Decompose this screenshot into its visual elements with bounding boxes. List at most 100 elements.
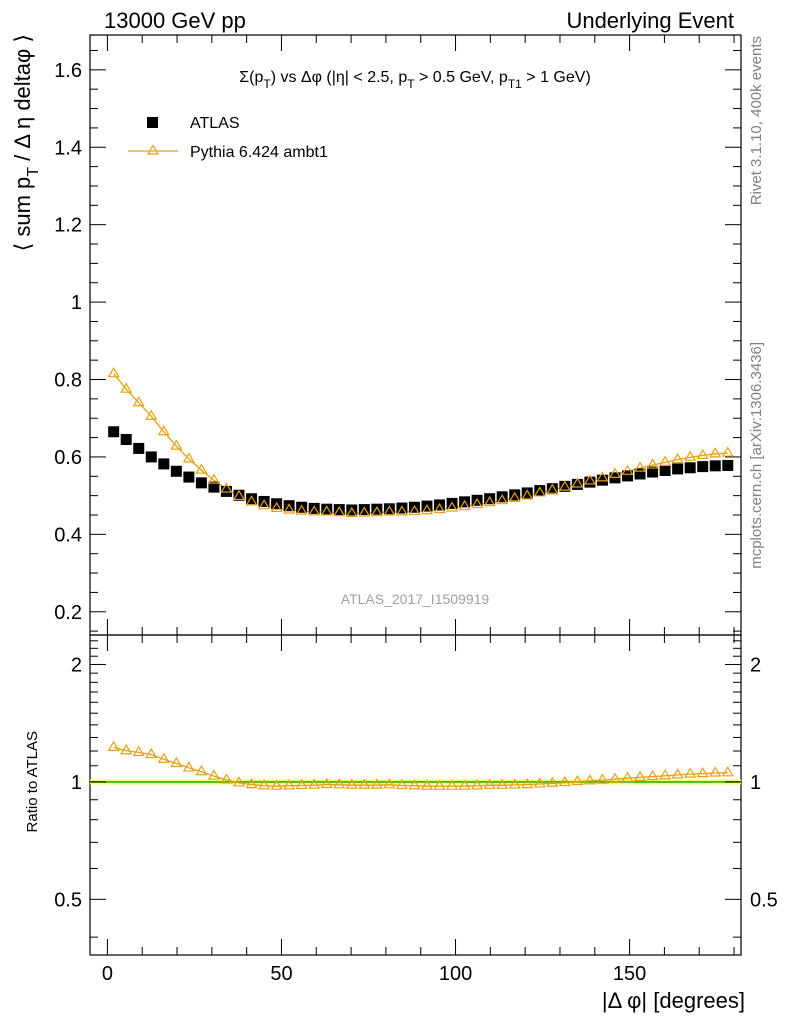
mc-point xyxy=(270,501,283,513)
mc-point xyxy=(696,448,709,459)
ratio-point xyxy=(333,778,346,789)
ratio-tick-label-right: 0.5 xyxy=(750,889,778,911)
ratio-point xyxy=(395,778,408,790)
atlas-point xyxy=(208,481,220,493)
mc-series-line xyxy=(113,373,728,515)
mc-point xyxy=(308,505,321,516)
mc-point xyxy=(132,396,145,407)
ratio-point xyxy=(408,779,421,790)
ratio-point xyxy=(270,779,283,790)
atlas-point xyxy=(546,483,558,495)
ratio-point xyxy=(345,778,358,789)
atlas-point xyxy=(521,487,533,499)
ratio-point xyxy=(195,765,208,776)
atlas-point xyxy=(722,459,734,471)
mc-point xyxy=(521,489,534,500)
mc-point xyxy=(571,477,584,488)
ratio-point xyxy=(258,779,271,790)
mc-point xyxy=(458,499,471,511)
mc-point xyxy=(370,505,383,517)
mc-point xyxy=(258,499,271,510)
atlas-point xyxy=(684,462,696,474)
atlas-point xyxy=(647,466,659,478)
y-tick-label: 1.6 xyxy=(54,60,82,82)
atlas-point xyxy=(158,458,170,470)
x-tick-label: 150 xyxy=(613,963,646,985)
ratio-point xyxy=(571,774,584,786)
mc-point xyxy=(345,506,358,518)
mc-point xyxy=(245,495,258,506)
legend-mc-marker xyxy=(146,144,160,155)
ratio-point xyxy=(446,779,459,790)
legend-atlas-label: ATLAS xyxy=(190,115,240,132)
atlas-point xyxy=(333,504,345,516)
mc-point xyxy=(684,450,697,461)
ratio-point xyxy=(546,776,559,787)
ratio-point xyxy=(120,744,133,755)
mc-point xyxy=(583,474,596,485)
atlas-point xyxy=(659,464,671,476)
mc-point xyxy=(621,464,634,475)
mc-point xyxy=(646,458,659,469)
collision-label: 13000 GeV pp xyxy=(104,8,246,33)
atlas-point xyxy=(133,442,145,454)
mc-point xyxy=(157,425,170,436)
mc-point xyxy=(446,501,459,512)
ratio-point xyxy=(370,778,383,789)
atlas-point xyxy=(471,494,483,506)
ratio-tick-label-left: 0.5 xyxy=(54,889,82,911)
ylabel-sub: T xyxy=(25,167,42,177)
atlas-point xyxy=(534,485,546,497)
mc-point xyxy=(120,382,133,393)
ratio-point xyxy=(358,778,371,789)
ratio-point xyxy=(132,745,145,757)
ratio-point xyxy=(220,773,233,784)
mc-point xyxy=(558,480,571,491)
atlas-point xyxy=(496,491,508,503)
ylabel-part: ⟨ sum p xyxy=(10,177,35,252)
atlas-point xyxy=(246,493,258,505)
ratio-point xyxy=(496,778,509,789)
y-tick-label: 0.4 xyxy=(54,524,82,546)
atlas-point xyxy=(509,489,521,501)
ratio-point xyxy=(182,761,195,772)
ratio-point xyxy=(709,766,722,777)
atlas-point xyxy=(672,463,684,475)
atlas-point xyxy=(233,489,245,501)
mc-point xyxy=(433,502,446,514)
atlas-point xyxy=(170,465,182,477)
y-tick-label: 0.6 xyxy=(54,447,82,469)
ratio-tick-label-right: 2 xyxy=(750,654,761,676)
ratio-point xyxy=(433,779,446,790)
title-part: > 1 GeV) xyxy=(522,69,591,86)
y-tick-label: 0.8 xyxy=(54,370,82,392)
title-sub: T1 xyxy=(508,77,522,91)
x-tick-label: 50 xyxy=(270,963,292,985)
ratio-point xyxy=(533,777,546,788)
ratio-point xyxy=(383,778,396,789)
y-tick-label: 1 xyxy=(71,292,82,314)
ylabel-part: / Δ η deltaφ ⟩ xyxy=(10,34,35,167)
mc-point xyxy=(145,409,158,420)
ratio-point xyxy=(583,774,596,785)
mc-point xyxy=(633,461,647,472)
ratio-y-label: Ratio to ATLAS xyxy=(24,731,41,832)
title-part: ) vs Δφ (|η| < 2.5, p xyxy=(271,69,408,86)
ratio-point xyxy=(521,777,534,789)
ratio-frame xyxy=(89,634,742,956)
legend-atlas-marker xyxy=(147,117,158,128)
atlas-point xyxy=(634,468,646,480)
mc-point xyxy=(546,483,559,494)
atlas-point xyxy=(396,502,408,514)
atlas-point xyxy=(697,461,709,473)
legend-mc-label: Pythia 6.424 ambt1 xyxy=(190,144,328,161)
atlas-point xyxy=(358,504,370,516)
ratio-point xyxy=(170,756,183,768)
mc-point xyxy=(496,493,509,505)
mc-point xyxy=(420,504,434,515)
mc-point xyxy=(483,495,496,507)
ratio-y-ticks: 0.5 0.5 1 1 2 2 xyxy=(54,640,778,938)
atlas-point xyxy=(371,503,383,515)
ratio-point xyxy=(107,740,120,751)
ratio-point xyxy=(471,779,484,790)
